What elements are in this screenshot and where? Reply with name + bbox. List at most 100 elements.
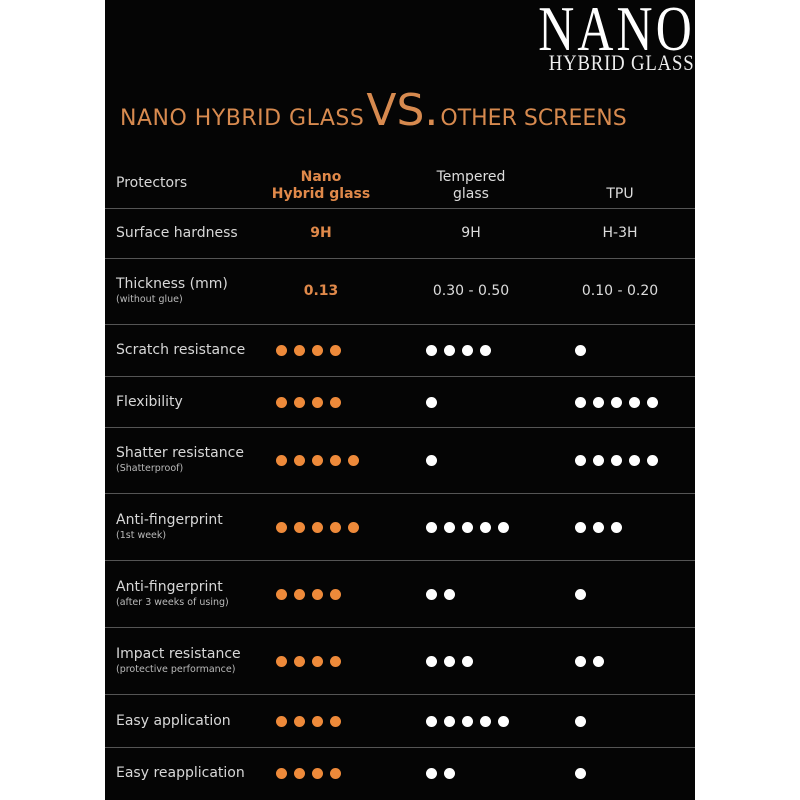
rating-dot [480,345,491,356]
rating-dot [276,715,287,727]
rating-dot [312,768,323,779]
row-label: Anti-fingerprint (after 3 weeks of using) [116,579,229,609]
rating-dot [593,455,604,466]
rating-dot [462,521,473,533]
headline-left: NANO HYBRID GLASS [120,106,365,131]
rating-dot [480,521,491,533]
row-sublabel: (protective performance) [116,663,236,675]
rating-dot [575,715,586,727]
rating-dot [294,768,305,779]
row-label-text: Anti-fingerprint [116,578,223,595]
row-sublabel: (Shatterproof) [116,463,184,474]
row-label-text: Easy application [116,712,231,729]
rating-dot [444,768,455,779]
rating-dots [276,345,341,356]
row-label-text: Easy reapplication [116,765,245,781]
row-sublabel: (without glue) [116,294,183,305]
row-sublabel: (1st week) [116,529,167,541]
rating-dot [426,521,437,533]
headline: NANO HYBRID GLASSVS.OTHER SCREENS [120,85,627,136]
rating-dots [426,455,437,466]
table-row: Thickness (mm) (without glue) 0.13 0.30 - 0… [105,259,695,325]
rating-dot [312,655,323,667]
rating-dot [348,521,359,533]
row-label: Flexibility [116,394,183,411]
rating-dot [294,345,305,356]
rating-dot [629,455,640,466]
rating-dot [330,455,341,466]
rating-dots [276,396,341,408]
table-row: Anti-fingerprint (1st week) [105,494,695,561]
rating-dots [575,345,586,356]
rating-dot [312,715,323,727]
header-row: Protectors Nano Hybrid glass Tempered glas… [105,160,695,209]
rating-dot [480,715,491,727]
rating-dot [444,655,455,667]
logo-subtitle: HYBRID GLASS [549,50,695,75]
header-nano: Nano Hybrid glass [272,169,370,203]
rating-dot [276,588,287,600]
rating-dot [575,455,586,466]
header-tempered-line1: Tempered [436,169,506,185]
row-label-text: Impact resistance [116,645,241,662]
rating-dot [312,455,323,466]
table-row: Scratch resistance [105,325,695,377]
rating-dots [575,455,658,466]
rating-dot [294,655,305,667]
logo-nano: NANO [538,0,695,64]
header-nano-line2: Hybrid glass [271,186,371,202]
rating-dot [498,715,509,727]
header-tpu: TPU [606,186,634,202]
header-nano-line1: Nano [300,169,342,185]
rating-dot [348,455,359,466]
row-label: Surface hardness [116,225,238,242]
rating-dot [593,521,604,533]
cell-value: 0.13 [303,283,339,299]
rating-dots [575,588,586,600]
cell-value: 9H [461,224,481,241]
table-row: Surface hardness 9H 9H H-3H [105,208,695,259]
rating-dot [575,588,586,600]
rating-dot [647,396,658,408]
rating-dot [629,396,640,408]
rating-dot [330,588,341,600]
table-row: Easy application [105,695,695,748]
rating-dot [575,521,586,533]
rating-dot [575,768,586,779]
cell-value: H-3H [602,224,638,241]
rating-dot [330,655,341,667]
rating-dot [276,521,287,533]
rating-dots [575,396,658,408]
row-sublabel: (after 3 weeks of using) [116,596,229,608]
rating-dots [575,521,622,533]
header-label: Protectors [116,175,188,191]
table-row: Easy reapplication [105,748,695,799]
rating-dot [426,655,437,667]
rating-dot [330,768,341,779]
rating-dots [276,655,341,667]
row-label: Shatter resistance (Shatterproof) [116,445,244,475]
rating-dot [276,345,287,356]
cell-value: 9H [310,224,332,241]
rating-dots [426,588,455,600]
rating-dot [330,715,341,727]
table-row: Anti-fingerprint (after 3 weeks of using) [105,561,695,628]
rating-dot [462,715,473,727]
row-label-text: Shatter resistance [116,445,244,461]
rating-dot [444,345,455,356]
rating-dot [611,455,622,466]
row-label: Scratch resistance [116,342,245,359]
rating-dot [312,521,323,533]
table-row: Shatter resistance (Shatterproof) [105,428,695,494]
headline-right: OTHER SCREENS [440,106,627,131]
row-label-text: Scratch resistance [116,342,246,358]
row-label: Easy reapplication [116,765,245,782]
rating-dot [330,521,341,533]
rating-dot [593,396,604,408]
rating-dots [426,715,509,727]
rating-dot [611,521,622,533]
comparison-panel: NANO HYBRID GLASS NANO HYBRID GLASSVS.OT… [105,0,695,800]
rating-dot [426,455,437,466]
rating-dots [575,715,586,727]
rating-dot [294,455,305,466]
